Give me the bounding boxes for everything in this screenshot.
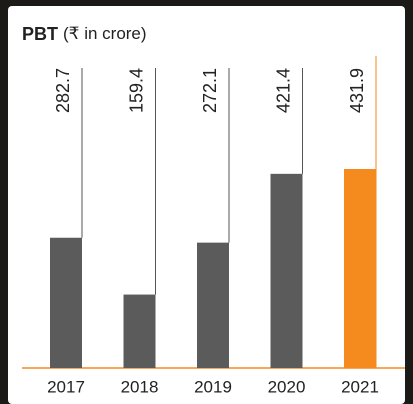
x-tick-label: 2018	[121, 377, 159, 396]
chart-title: PBT (₹ in crore)	[22, 24, 147, 44]
x-tick-label: 2019	[194, 377, 232, 396]
panel	[8, 6, 405, 404]
value-label: 272.1	[200, 68, 220, 113]
bar	[270, 173, 303, 368]
bar	[123, 294, 156, 368]
x-tick-label: 2020	[268, 377, 306, 396]
x-tick-label: 2017	[47, 377, 85, 396]
title: PBT	[22, 24, 58, 44]
value-label: 431.9	[347, 68, 367, 113]
value-label: 282.7	[53, 68, 73, 113]
x-tick-label: 2021	[341, 377, 379, 396]
bar	[344, 169, 376, 368]
value-label: 159.4	[126, 68, 146, 113]
bar	[197, 242, 229, 368]
bar	[50, 237, 82, 368]
subtitle: (₹ in crore)	[63, 24, 147, 43]
value-label: 421.4	[273, 68, 293, 113]
